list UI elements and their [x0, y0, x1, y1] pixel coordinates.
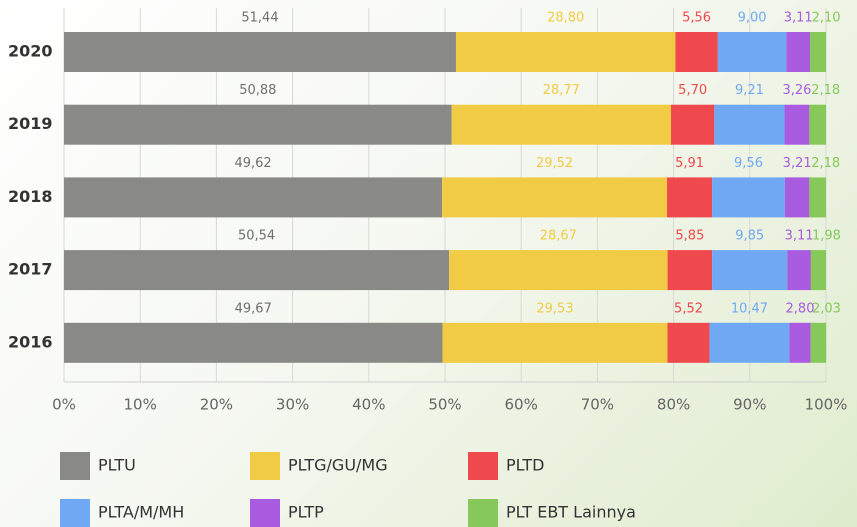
- legend-swatch: [60, 452, 90, 480]
- bar-segment: [811, 323, 826, 363]
- bar-segment: [718, 32, 787, 72]
- legend-label: PLT EBT Lainnya: [506, 503, 636, 522]
- value-label: 2,18: [811, 83, 840, 98]
- legend-swatch: [250, 499, 280, 527]
- value-label: 28,80: [547, 11, 584, 26]
- legend-label: PLTG/GU/MG: [288, 456, 388, 475]
- value-label: 2,80: [786, 301, 815, 316]
- bar-segment: [449, 250, 667, 290]
- value-label: 10,47: [731, 301, 768, 316]
- value-label: 3,11: [785, 229, 814, 244]
- value-label: 50,88: [239, 83, 276, 98]
- legend-swatch: [468, 499, 498, 527]
- x-tick-label: 80%: [657, 396, 690, 414]
- bar-segment: [710, 323, 790, 363]
- chart: 0% 10% 20% 30% 40% 50% 60% 70% 80% 90% 100% 2020 51,…: [0, 0, 857, 527]
- bar-segment: [809, 105, 826, 145]
- bar-segment: [456, 32, 675, 72]
- bar-segment: [785, 105, 810, 145]
- legend-label: PLTP: [288, 503, 324, 522]
- value-label: 51,44: [241, 11, 278, 26]
- x-tick-label: 10%: [124, 396, 157, 414]
- x-tick-label: 70%: [581, 396, 614, 414]
- bar-segment: [810, 32, 826, 72]
- bar-segment: [671, 105, 714, 145]
- bar-segment: [789, 323, 810, 363]
- legend-swatch: [250, 452, 280, 480]
- value-label: 5,85: [675, 229, 704, 244]
- x-tick-label: 50%: [428, 396, 461, 414]
- category-label: 2016: [8, 332, 53, 351]
- x-tick-label: 0%: [52, 396, 76, 414]
- bar-segment: [675, 32, 717, 72]
- legend-label: PLTD: [506, 456, 544, 475]
- value-label: 29,52: [536, 156, 573, 171]
- x-tick-label: 90%: [733, 396, 766, 414]
- category-label: 2018: [8, 187, 53, 206]
- legend-label: PLTA/M/MH: [98, 503, 184, 522]
- value-label: 5,56: [682, 11, 711, 26]
- legend-swatch: [60, 499, 90, 527]
- value-label: 29,53: [536, 301, 573, 316]
- bar-segment: [64, 177, 442, 217]
- value-label: 3,26: [782, 83, 811, 98]
- legend-swatch: [468, 452, 498, 480]
- x-tick-label: 100%: [805, 396, 848, 414]
- value-label: 28,67: [540, 229, 577, 244]
- category-label: 2017: [8, 260, 53, 279]
- legend-label: PLTU: [98, 456, 136, 475]
- value-label: 2,10: [812, 11, 841, 26]
- value-label: 5,91: [675, 156, 704, 171]
- value-label: 1,98: [812, 229, 841, 244]
- bar-segment: [811, 250, 826, 290]
- bar-segment: [64, 250, 449, 290]
- bar-segment: [785, 177, 809, 217]
- bar-segment: [452, 105, 671, 145]
- value-label: 28,77: [543, 83, 580, 98]
- bar-segment: [714, 105, 784, 145]
- x-tick-label: 40%: [352, 396, 385, 414]
- bar-segment: [442, 323, 667, 363]
- bar-segment: [64, 32, 456, 72]
- bar-segment: [64, 323, 442, 363]
- bar-segment: [667, 177, 712, 217]
- value-label: 2,18: [811, 156, 840, 171]
- bar-segment: [809, 177, 826, 217]
- value-label: 5,70: [678, 83, 707, 98]
- value-label: 49,67: [235, 301, 272, 316]
- bar-segment: [787, 250, 811, 290]
- bar-segment: [712, 250, 787, 290]
- bar-segment: [712, 177, 785, 217]
- bar-segment: [442, 177, 667, 217]
- bar-segment: [64, 105, 452, 145]
- page: 0% 10% 20% 30% 40% 50% 60% 70% 80% 90% 100% 2020 51,…: [0, 0, 857, 527]
- bar-segment: [786, 32, 810, 72]
- x-tick-label: 30%: [276, 396, 309, 414]
- value-label: 3,11: [784, 11, 813, 26]
- value-label: 3,21: [783, 156, 812, 171]
- bar-segment: [668, 250, 713, 290]
- value-label: 9,00: [738, 11, 767, 26]
- value-label: 9,85: [735, 229, 764, 244]
- value-label: 5,52: [674, 301, 703, 316]
- value-label: 50,54: [238, 229, 275, 244]
- category-label: 2020: [8, 42, 53, 61]
- value-label: 49,62: [234, 156, 271, 171]
- bar-segment: [668, 323, 710, 363]
- value-label: 9,56: [734, 156, 763, 171]
- x-tick-label: 20%: [200, 396, 233, 414]
- x-tick-label: 60%: [505, 396, 538, 414]
- value-label: 2,03: [812, 301, 841, 316]
- category-label: 2019: [8, 114, 53, 133]
- value-label: 9,21: [735, 83, 764, 98]
